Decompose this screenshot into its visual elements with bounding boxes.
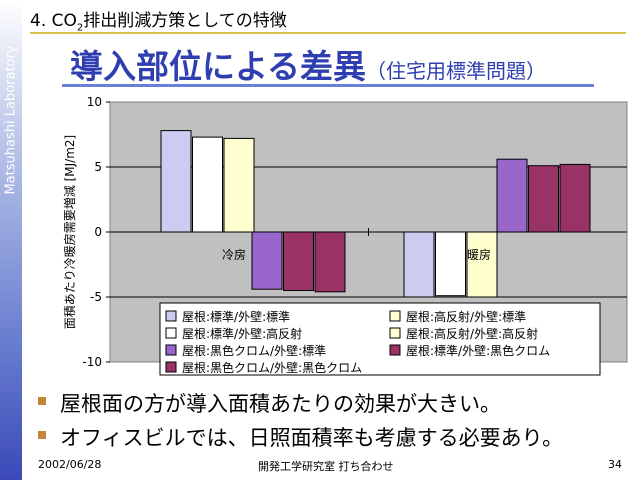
bar bbox=[252, 232, 282, 289]
y-tick-label: -10 bbox=[82, 355, 102, 369]
bullet-list: 屋根面の方が導入面積あたりの効果が大きい。 オフィスビルでは、日照面積率も考慮す… bbox=[38, 388, 563, 456]
legend-label: 屋根:標準/外壁:黒色クロム bbox=[406, 343, 550, 358]
legend-swatch bbox=[390, 328, 400, 338]
legend-label: 屋根:黒色クロム/外壁:黒色クロム bbox=[182, 360, 362, 375]
bar bbox=[436, 232, 466, 296]
legend-label: 屋根:高反射/外壁:標準 bbox=[406, 309, 526, 324]
bullet-item: 屋根面の方が導入面積あたりの効果が大きい。 bbox=[38, 388, 563, 422]
legend-swatch bbox=[390, 311, 400, 321]
x-category-label: 冷房 bbox=[222, 247, 246, 262]
bar bbox=[315, 232, 345, 292]
legend-swatch bbox=[166, 328, 176, 338]
bullet-item: オフィスビルでは、日照面積率も考慮する必要あり。 bbox=[38, 422, 563, 456]
bar bbox=[193, 137, 223, 232]
bar bbox=[284, 232, 314, 291]
bar bbox=[497, 159, 527, 232]
footer-center: 開発工学研究室 打ち合わせ bbox=[258, 458, 394, 474]
legend-label: 屋根:高反射/外壁:高反射 bbox=[406, 326, 538, 341]
legend-label: 屋根:標準/外壁:高反射 bbox=[182, 326, 302, 341]
legend-swatch bbox=[390, 345, 400, 355]
bar bbox=[224, 138, 254, 232]
y-tick-label: 10 bbox=[87, 95, 102, 109]
footer-page-number: 34 bbox=[608, 458, 622, 471]
bullet-text: オフィスビルでは、日照面積率も考慮する必要あり。 bbox=[60, 426, 563, 450]
y-tick-label: 0 bbox=[94, 225, 102, 239]
bullet-marker bbox=[38, 397, 46, 405]
bar bbox=[161, 131, 191, 232]
bar bbox=[529, 166, 559, 232]
legend-label: 屋根:黒色クロム/外壁:標準 bbox=[182, 343, 326, 358]
y-tick-label: -5 bbox=[90, 290, 102, 304]
legend-label: 屋根:標準/外壁:標準 bbox=[182, 309, 290, 324]
x-category-label: 暖房 bbox=[467, 247, 491, 262]
bullet-marker bbox=[38, 431, 46, 439]
legend-swatch bbox=[166, 362, 176, 372]
legend-swatch bbox=[166, 345, 176, 355]
bar bbox=[404, 232, 434, 297]
bar bbox=[560, 164, 590, 232]
y-tick-label: 5 bbox=[94, 160, 102, 174]
bar bbox=[467, 232, 497, 297]
footer-date: 2002/06/28 bbox=[38, 458, 101, 471]
legend-swatch bbox=[166, 311, 176, 321]
bullet-text: 屋根面の方が導入面積あたりの効果が大きい。 bbox=[60, 392, 501, 416]
y-axis-label: 面積あたり冷暖房需要増減 [MJ/m2] bbox=[62, 135, 77, 329]
